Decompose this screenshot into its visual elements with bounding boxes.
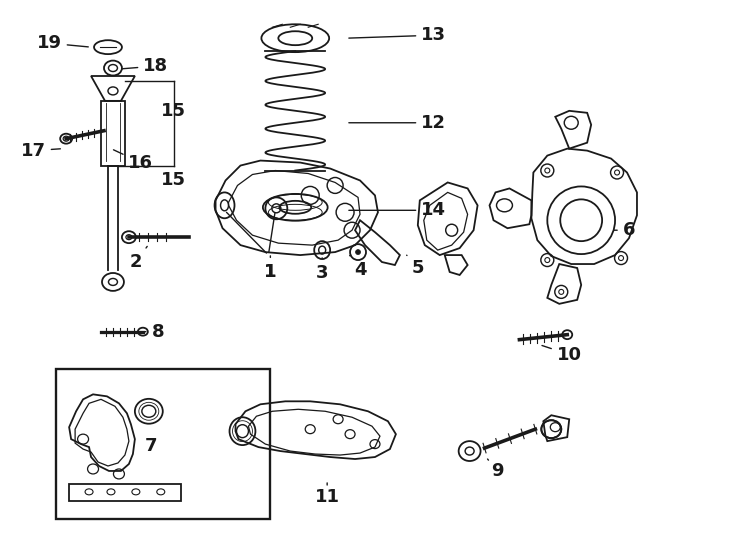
Bar [57, 369, 270, 519]
Text: 9: 9 [487, 459, 504, 480]
Text: 17: 17 [21, 141, 60, 160]
Text: 1: 1 [264, 263, 277, 281]
Text: 3: 3 [316, 258, 328, 282]
Text: 16: 16 [114, 150, 153, 172]
Text: 14: 14 [349, 201, 446, 219]
Text: 8: 8 [124, 323, 164, 341]
Text: 13: 13 [349, 26, 446, 44]
Text: 1: 1 [264, 256, 277, 281]
Text: 2: 2 [130, 246, 148, 271]
Text: 11: 11 [315, 483, 340, 506]
Text: 6: 6 [614, 221, 635, 239]
Text: 18: 18 [122, 57, 168, 75]
Text: 5: 5 [407, 255, 424, 277]
Ellipse shape [355, 249, 360, 254]
Text: 19: 19 [37, 34, 88, 52]
Text: 12: 12 [349, 114, 446, 132]
Text: 4: 4 [349, 255, 366, 279]
Text: 15: 15 [161, 172, 186, 190]
Text: 7: 7 [145, 437, 157, 455]
Text: 10: 10 [542, 346, 582, 363]
Text: 15: 15 [161, 102, 186, 120]
Bar [101, 101, 125, 166]
